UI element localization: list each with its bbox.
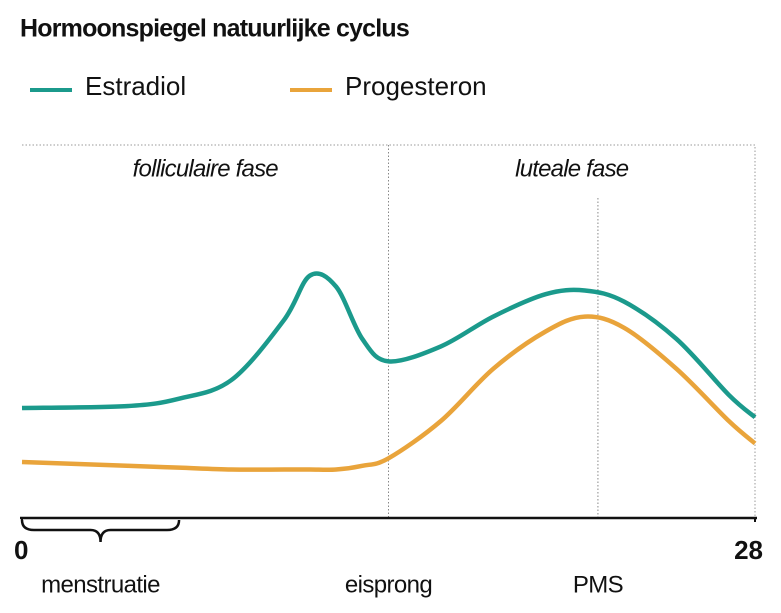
x-tick-label: 0 [14,535,28,565]
series-line [21,271,757,420]
menstruatie-bracket [20,519,181,543]
legend-label: Estradiol [85,71,186,101]
menstruatie-label: menstruatie [41,571,160,598]
event-label: PMS [573,571,623,598]
x-tick-label: 28 [734,535,763,565]
phase-label: luteale fase [515,155,629,182]
series-line [21,314,757,473]
legend-label: Progesteron [345,71,487,101]
event-label: eisprong [345,571,432,598]
chart-title: Hormoonspiegel natuurlijke cyclus [20,15,409,43]
phase-label: folliculaire fase [133,155,279,182]
plot-frame [22,144,756,518]
